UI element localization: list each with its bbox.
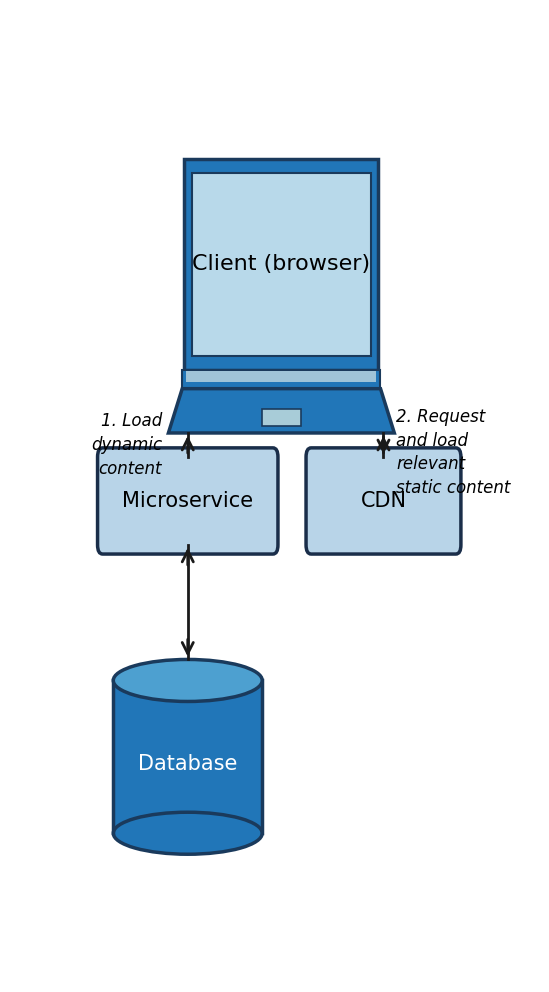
Polygon shape xyxy=(262,410,300,427)
Polygon shape xyxy=(187,371,376,382)
Polygon shape xyxy=(182,370,380,389)
Text: CDN: CDN xyxy=(361,491,406,511)
Bar xyxy=(113,681,262,833)
Text: 1. Load
dynamic
content: 1. Load dynamic content xyxy=(91,413,163,477)
Text: Microservice: Microservice xyxy=(122,491,253,511)
Polygon shape xyxy=(169,389,394,433)
Ellipse shape xyxy=(113,660,262,701)
Ellipse shape xyxy=(113,812,262,854)
Text: Client (browser): Client (browser) xyxy=(192,254,371,274)
Text: 2. Request
and load
relevant
static content: 2. Request and load relevant static cont… xyxy=(396,409,511,497)
FancyBboxPatch shape xyxy=(98,447,278,555)
FancyBboxPatch shape xyxy=(306,447,461,555)
Polygon shape xyxy=(192,173,371,356)
Text: Database: Database xyxy=(138,755,238,775)
Polygon shape xyxy=(184,159,378,370)
